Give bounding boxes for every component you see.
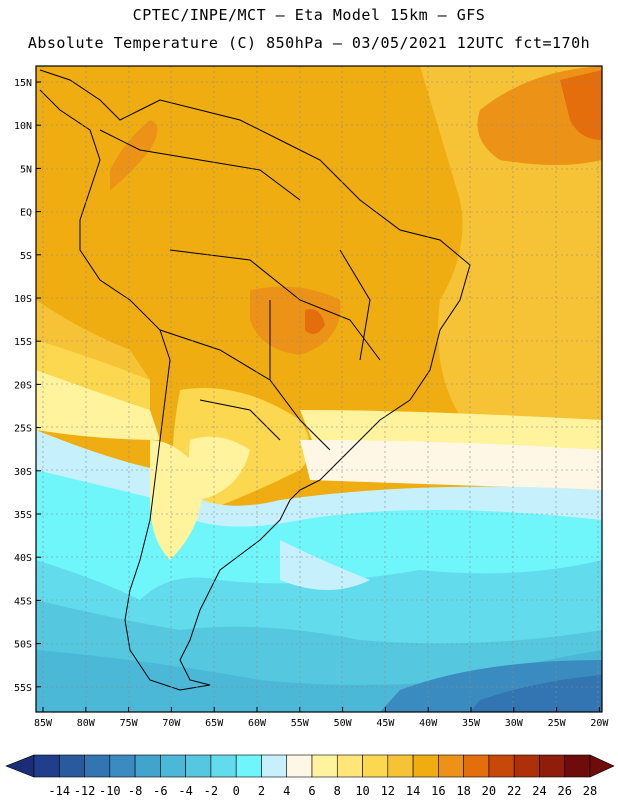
lon-label: 40W [419, 718, 438, 729]
colorbar-label: -14 [48, 784, 70, 798]
map-frame [35, 65, 603, 713]
chart-title-line2: Absolute Temperature (C) 850hPa – 03/05/… [27, 34, 591, 52]
lon-label: 35W [462, 718, 481, 729]
colorbar-swatch [463, 754, 490, 778]
colorbar-swatch [33, 754, 60, 778]
colorbar-labels: -14 -12 -10 -8 -6 -4 -2 0 2 4 6 8 10 12 14 16 18 20 22 24 26… [48, 784, 597, 798]
lat-label: 10N [14, 121, 32, 132]
colorbar-swatch [84, 754, 111, 778]
colorbar-swatch [210, 754, 237, 778]
colorbar-label: -2 [204, 784, 218, 798]
colorbar-label: 8 [334, 784, 341, 798]
colorbar [5, 754, 615, 778]
colorbar-swatch [438, 754, 464, 778]
colorbar-swatch [134, 754, 161, 778]
lat-label: 15S [14, 337, 32, 348]
lat-label: 15N [14, 78, 32, 89]
lon-label: 85W [34, 718, 53, 729]
colorbar-label: 16 [431, 784, 445, 798]
colorbar-label: -8 [128, 784, 142, 798]
lat-label: 10S [14, 294, 32, 305]
colorbar-swatch [539, 754, 566, 778]
colorbar-swatch [362, 754, 389, 778]
colorbar-swatch [58, 754, 85, 778]
lon-label: 65W [205, 718, 224, 729]
lon-label: 55W [291, 718, 310, 729]
grid-lines [36, 66, 602, 712]
latitude-labels: 15N 10N 5N EQ 5S 10S 15S 20S 25S 30S 35S 40S 45S 50S 5… [14, 78, 41, 694]
lat-label: 5N [20, 164, 32, 175]
colorbar-label: 14 [406, 784, 420, 798]
colorbar-label: 20 [482, 784, 496, 798]
colorbar-swatch [412, 754, 439, 778]
colorbar-swatch [109, 754, 136, 778]
colorbar-swatch [160, 754, 186, 778]
lon-label: 30W [505, 718, 524, 729]
lon-label: 60W [248, 718, 267, 729]
colorbar-under-arrow [5, 754, 35, 778]
lon-label: 75W [120, 718, 139, 729]
colorbar-over-arrow [589, 754, 615, 778]
colorbar-swatch [235, 754, 262, 778]
lat-label: 50S [14, 640, 32, 651]
longitude-labels: 85W 80W 75W 70W 65W 60W 55W 50W 45W 40W 35W 30W 25W 2… [34, 707, 609, 729]
colorbar-swatch [387, 754, 414, 778]
colorbar-swatch [513, 754, 540, 778]
temperature-field [36, 66, 602, 712]
lon-label: 80W [77, 718, 96, 729]
lat-label: 40S [14, 553, 32, 564]
colorbar-label: 2 [258, 784, 265, 798]
coastline [39, 69, 471, 691]
colorbar-label: 12 [381, 784, 395, 798]
colorbar-label: 28 [583, 784, 597, 798]
lat-label: 30S [14, 467, 32, 478]
lat-label: 20S [14, 380, 32, 391]
colorbar-label: 10 [355, 784, 369, 798]
colorbar-label: -6 [153, 784, 167, 798]
colorbar-label: 6 [308, 784, 315, 798]
colorbar-swatch [286, 754, 313, 778]
colorbar-label: -12 [74, 784, 96, 798]
colorbar-label: 24 [532, 784, 546, 798]
lon-label: 25W [548, 718, 567, 729]
colorbar-swatch [311, 754, 338, 778]
colorbar-swatch [564, 754, 591, 778]
colorbar-label: 4 [283, 784, 290, 798]
lat-label: 45S [14, 596, 32, 607]
colorbar-label: 18 [456, 784, 470, 798]
lon-label: 50W [334, 718, 353, 729]
lon-label: 70W [162, 718, 181, 729]
colorbar-swatch [488, 754, 515, 778]
lat-label: 35S [14, 510, 32, 521]
lat-label: EQ [20, 208, 32, 219]
colorbar-label: 22 [507, 784, 521, 798]
colorbar-label: 26 [558, 784, 572, 798]
lon-label: 45W [376, 718, 395, 729]
colorbar-swatch [336, 754, 363, 778]
lat-label: 5S [20, 251, 32, 262]
colorbar-swatch [185, 754, 212, 778]
chart-title-line1: CPTEC/INPE/MCT – Eta Model 15km – GFS [132, 6, 486, 24]
lat-label: 55S [14, 683, 32, 694]
colorbar-label: 0 [233, 784, 240, 798]
lon-label: 20W [590, 718, 609, 729]
colorbar-label: -4 [178, 784, 192, 798]
colorbar-label: -10 [99, 784, 121, 798]
lat-label: 25S [14, 424, 32, 435]
colorbar-swatch [261, 754, 288, 778]
